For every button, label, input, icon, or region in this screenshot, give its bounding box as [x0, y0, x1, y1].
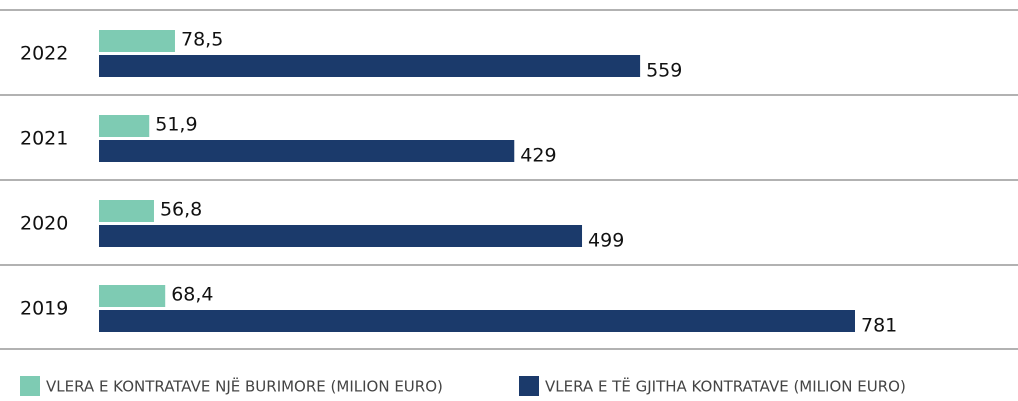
bar	[99, 310, 855, 332]
bar	[99, 200, 154, 222]
bar	[99, 225, 583, 247]
bar	[99, 55, 641, 77]
category-label: 2021	[20, 128, 68, 150]
value-label: 51,9	[155, 114, 197, 136]
value-label: 56,8	[160, 199, 202, 221]
bar	[99, 285, 166, 307]
bar	[99, 140, 515, 162]
value-label: 78,5	[181, 29, 223, 51]
value-label: 499	[588, 230, 624, 252]
category-label: 2020	[20, 213, 68, 235]
value-label: 68,4	[171, 284, 213, 306]
legend-label: VLERA E KONTRATAVE NJË BURIMORE (MILION …	[46, 377, 443, 396]
value-label: 781	[861, 315, 897, 337]
category-label: 2019	[20, 298, 68, 320]
bar	[99, 30, 175, 52]
legend-label: VLERA E TË GJITHA KONTRATAVE (MILION EUR…	[545, 377, 906, 396]
category-label: 2022	[20, 43, 68, 65]
legend-swatch	[519, 376, 539, 396]
value-label: 559	[646, 60, 682, 82]
legend-swatch	[20, 376, 40, 396]
bar	[99, 115, 150, 137]
value-label: 429	[520, 145, 556, 167]
